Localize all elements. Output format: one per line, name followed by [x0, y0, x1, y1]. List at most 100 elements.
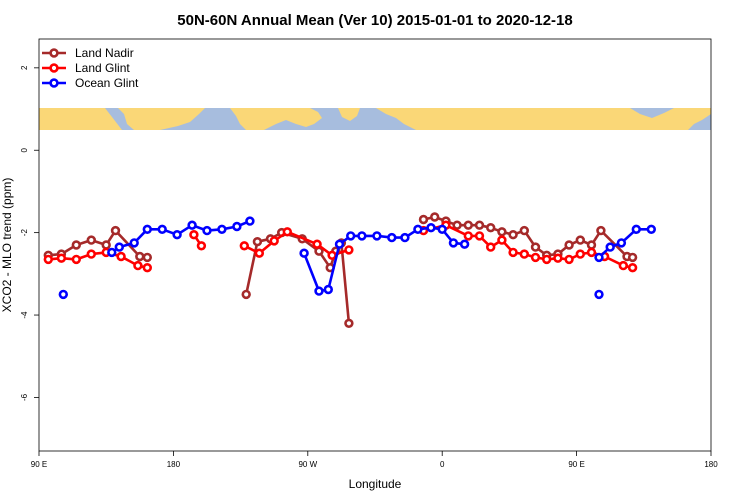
- land-glint-point: [282, 227, 292, 237]
- legend-marker: [49, 78, 59, 88]
- land-nadir-point: [430, 212, 440, 222]
- land-glint-point: [463, 231, 473, 241]
- ocean-glint-point: [157, 224, 167, 235]
- land-nadir-point: [596, 225, 606, 236]
- y-tick-label: -4: [20, 311, 29, 319]
- land-glint-point: [43, 254, 53, 265]
- land-nadir-point: [530, 242, 541, 252]
- ocean-glint-point: [387, 232, 397, 243]
- legend-label: Ocean Glint: [75, 76, 139, 90]
- x-tick-label: 0: [440, 460, 445, 469]
- ocean-glint-point: [172, 230, 182, 240]
- world-map-strip: [39, 108, 711, 130]
- land-nadir-point: [519, 225, 529, 236]
- land-glint-point: [312, 239, 322, 249]
- land-glint-point: [86, 249, 97, 259]
- land-glint-point: [344, 245, 354, 255]
- land-nadir-point: [344, 318, 354, 328]
- land-glint-point: [142, 263, 153, 273]
- ocean-glint-point: [437, 224, 447, 235]
- land-glint-point: [71, 254, 82, 265]
- series-land-nadir: [43, 212, 638, 328]
- map-landmass: [376, 108, 711, 130]
- legend-label: Land Glint: [75, 61, 130, 75]
- ocean-glint-point: [413, 224, 423, 235]
- y-axis-label: XCO2 - MLO trend (ppm): [0, 178, 14, 313]
- land-glint-point: [239, 241, 250, 251]
- land-glint-point: [575, 249, 585, 259]
- land-glint-point: [553, 253, 563, 263]
- land-nadir-point: [463, 220, 473, 230]
- land-nadir-point: [142, 252, 153, 263]
- x-tick-label: 180: [704, 460, 718, 469]
- land-glint-point: [269, 236, 279, 246]
- ocean-glint-point: [594, 252, 604, 263]
- map-landmass: [39, 108, 122, 130]
- land-glint-point: [116, 251, 126, 262]
- ocean-glint-point: [400, 232, 410, 243]
- ocean-glint-line: [302, 226, 465, 293]
- ocean-glint-point: [217, 224, 227, 235]
- ocean-glint-point: [594, 289, 604, 300]
- land-nadir-point: [564, 240, 574, 250]
- ocean-glint-point: [357, 231, 367, 241]
- x-tick-label: 180: [167, 460, 181, 469]
- ocean-glint-point: [346, 231, 356, 241]
- ocean-glint-point: [314, 286, 324, 296]
- land-glint-point: [627, 263, 638, 273]
- ocean-glint-point: [323, 284, 333, 295]
- ocean-glint-point: [605, 242, 615, 252]
- legend-item-ocean-glint: Ocean Glint: [42, 76, 139, 90]
- ocean-glint-point: [202, 225, 212, 236]
- land-nadir-point: [135, 251, 145, 262]
- land-nadir-point: [241, 289, 251, 300]
- ocean-glint-point: [372, 231, 382, 241]
- ocean-glint-point: [334, 239, 345, 249]
- land-nadir-point: [452, 220, 462, 230]
- plot-frame: [38, 38, 712, 452]
- y-tick-label: 0: [20, 147, 29, 152]
- land-glint-point: [497, 235, 507, 245]
- y-tick-label: -6: [20, 393, 29, 401]
- x-axis: 90 E 180 90 W 0 90 E 180: [31, 451, 718, 469]
- ocean-glint-point: [142, 224, 153, 235]
- ocean-glint-point: [187, 220, 197, 230]
- y-axis: -6 -4 -2 0 2: [20, 65, 39, 401]
- land-glint-point: [474, 231, 485, 241]
- land-glint-point: [189, 230, 199, 240]
- legend-label: Land Nadir: [75, 46, 134, 60]
- land-glint-point: [618, 260, 628, 271]
- series-land-glint: [43, 220, 638, 273]
- land-glint-point: [541, 254, 552, 265]
- ocean-glint-point: [129, 238, 139, 248]
- legend-item-land-glint: Land Glint: [42, 61, 130, 75]
- land-glint-point: [56, 253, 67, 263]
- land-nadir-point: [86, 235, 97, 245]
- land-nadir-point: [575, 235, 585, 245]
- ocean-glint-point: [245, 216, 255, 226]
- land-glint-point: [586, 247, 597, 258]
- legend-marker: [49, 63, 59, 73]
- ocean-glint-point: [58, 289, 68, 300]
- ocean-glint-point: [426, 223, 436, 233]
- series-ocean-glint: [58, 216, 656, 300]
- land-glint-point: [327, 250, 337, 261]
- map-landmass: [230, 108, 322, 130]
- land-nadir-point: [110, 225, 121, 236]
- legend-item-land-nadir: Land Nadir: [42, 46, 134, 60]
- y-tick-label: 2: [20, 65, 29, 70]
- land-nadir-point: [497, 227, 507, 237]
- x-tick-label: 90 E: [568, 460, 584, 469]
- land-nadir-point: [101, 240, 111, 250]
- legend-marker: [49, 48, 59, 58]
- ocean-glint-point: [616, 238, 627, 248]
- x-axis-label: Longitude: [349, 477, 402, 491]
- land-nadir-point: [586, 240, 597, 250]
- land-glint-point: [196, 241, 207, 251]
- ocean-glint-point: [459, 239, 470, 249]
- y-tick-label: -2: [20, 229, 29, 237]
- land-nadir-point: [474, 220, 485, 230]
- map-landmass: [338, 108, 360, 121]
